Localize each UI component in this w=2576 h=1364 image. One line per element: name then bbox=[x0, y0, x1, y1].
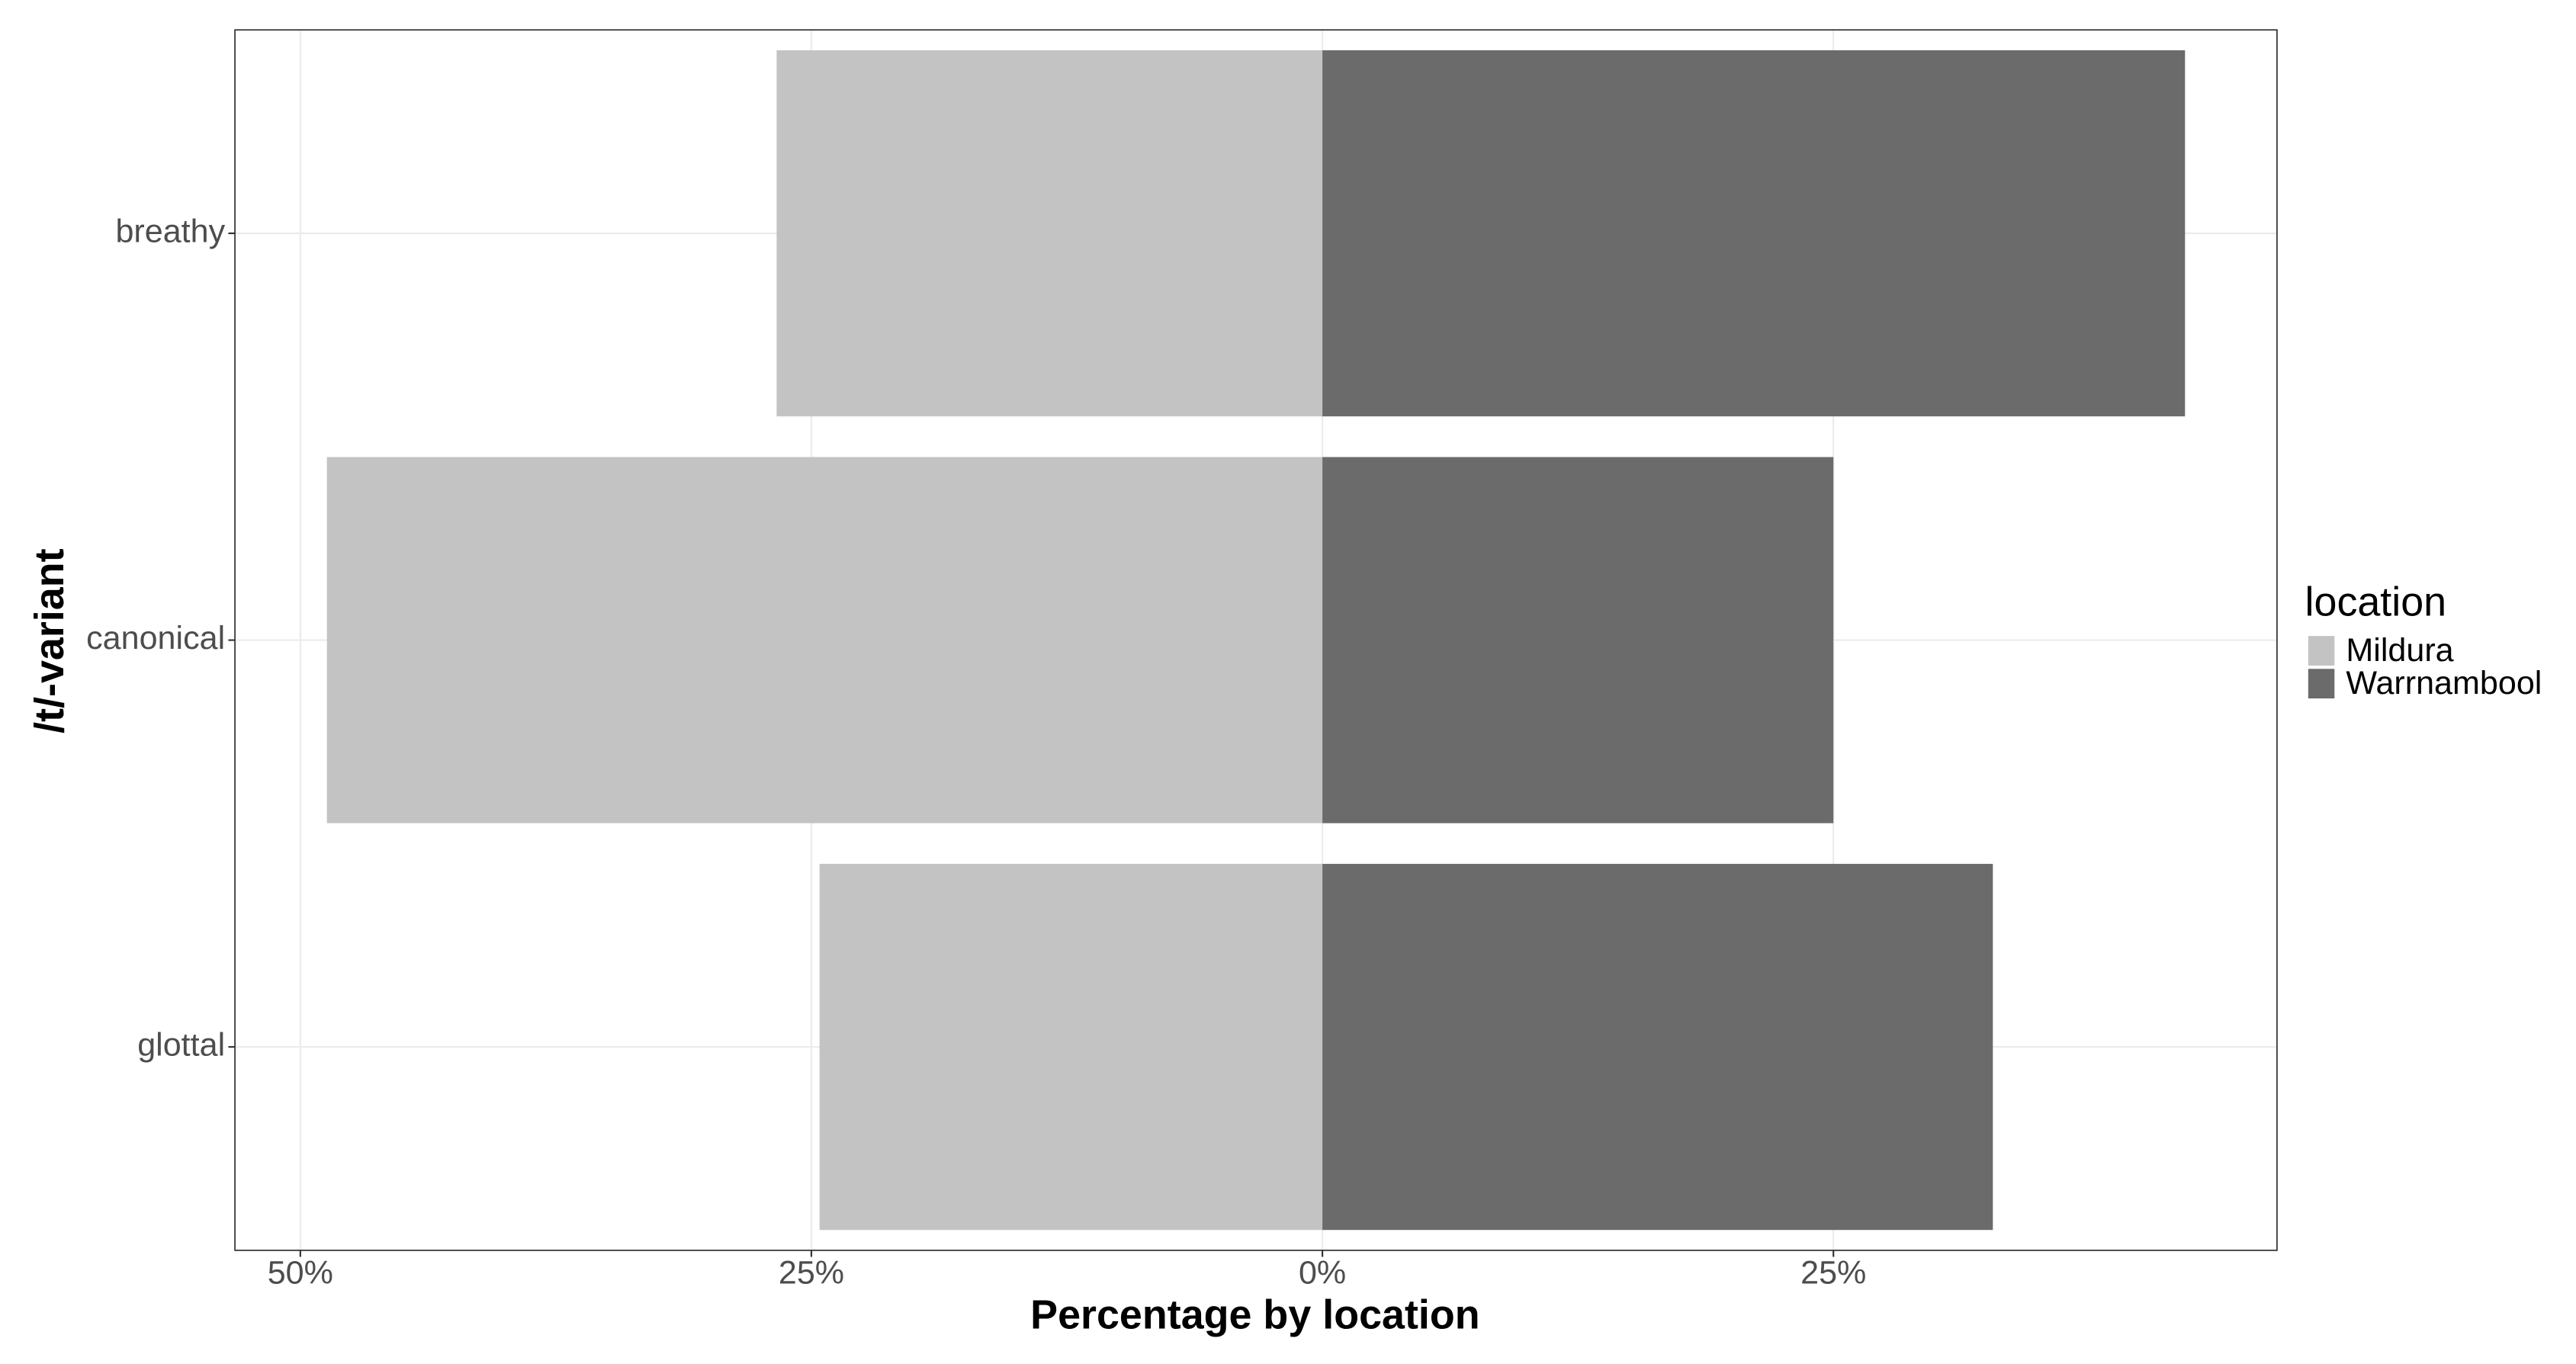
y-tick-label: breathy bbox=[115, 213, 225, 249]
bar bbox=[776, 50, 1323, 417]
y-tick-label: glottal bbox=[137, 1026, 225, 1063]
y-axis-title: /t/-variant bbox=[27, 548, 72, 733]
legend-key bbox=[2308, 636, 2335, 666]
bar bbox=[326, 457, 1323, 823]
x-tick-label: 50% bbox=[268, 1255, 333, 1292]
x-tick-label: 25% bbox=[779, 1255, 844, 1292]
legend-label: Mildura bbox=[2346, 632, 2453, 669]
legend-title: location bbox=[2305, 579, 2447, 624]
x-tick-label: 0% bbox=[1299, 1255, 1346, 1292]
bar bbox=[819, 864, 1323, 1231]
bar bbox=[1322, 457, 1834, 823]
legend-label: Warrnambool bbox=[2346, 665, 2542, 701]
bar bbox=[1322, 864, 1993, 1231]
x-axis-title: Percentage by location bbox=[1030, 1292, 1479, 1337]
panel-border bbox=[234, 29, 2278, 1251]
y-tick-label: canonical bbox=[86, 620, 225, 656]
bar bbox=[1322, 50, 2186, 417]
x-tick-label: 25% bbox=[1800, 1255, 1866, 1292]
legend-key bbox=[2308, 669, 2335, 699]
